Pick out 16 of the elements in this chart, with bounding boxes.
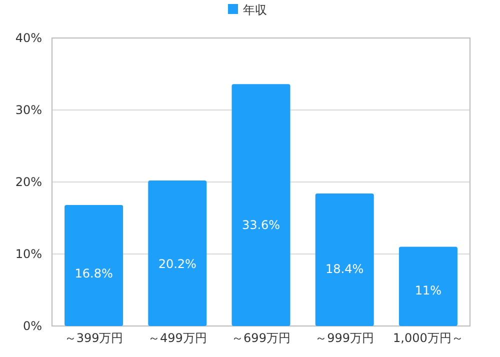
legend-label: 年収 bbox=[243, 3, 267, 17]
data-label: 11% bbox=[414, 283, 442, 298]
x-tick-label: 1,000万円～ bbox=[393, 331, 464, 345]
y-tick-label: 10% bbox=[15, 247, 42, 261]
data-label: 16.8% bbox=[74, 266, 113, 281]
data-label: 20.2% bbox=[158, 256, 196, 271]
data-label: 33.6% bbox=[242, 218, 280, 232]
data-label: 18.4% bbox=[326, 262, 364, 276]
x-tick-label: ～999万円 bbox=[315, 331, 374, 345]
y-tick-label: 40% bbox=[15, 31, 42, 45]
x-tick-label: ～399万円 bbox=[64, 331, 124, 345]
y-tick-label: 30% bbox=[15, 103, 42, 117]
x-tick-label: ～699万円 bbox=[232, 331, 290, 345]
y-tick-label: 0% bbox=[22, 319, 42, 333]
x-tick-label: ～499万円 bbox=[148, 331, 207, 345]
y-tick-label: 20% bbox=[15, 175, 42, 189]
